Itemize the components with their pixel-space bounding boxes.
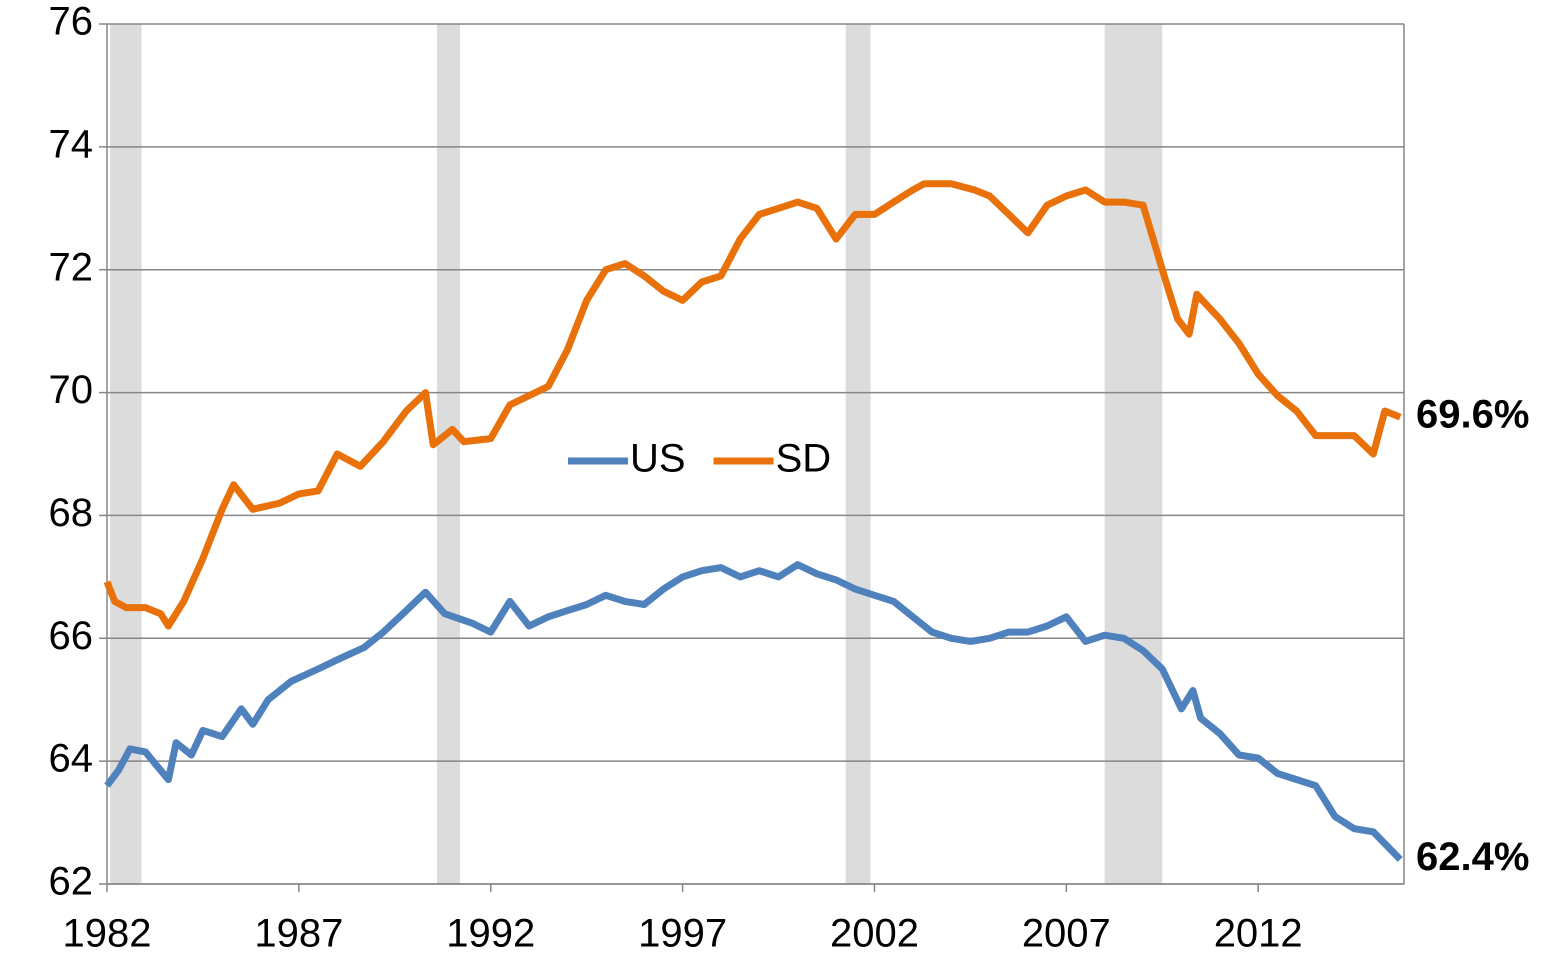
- y-tick-label: 64: [49, 737, 94, 781]
- y-tick-label: 66: [49, 614, 94, 658]
- y-tick-label: 74: [49, 122, 94, 166]
- x-tick-label: 2007: [1022, 912, 1111, 956]
- y-tick-label: 62: [49, 860, 94, 904]
- legend-label: US: [630, 437, 686, 481]
- y-tick-label: 68: [49, 491, 94, 535]
- x-tick-label: 1992: [446, 912, 535, 956]
- series-line: [104, 561, 1403, 862]
- series-line: [103, 180, 1402, 630]
- x-tick-label: 2012: [1214, 912, 1303, 956]
- end-label: 69.6%: [1416, 393, 1529, 437]
- y-tick-label: 72: [49, 245, 94, 289]
- end-label: 62.4%: [1416, 835, 1529, 879]
- x-tick-label: 1987: [254, 912, 343, 956]
- recession-band: [437, 24, 461, 884]
- x-tick-label: 1997: [638, 912, 727, 956]
- y-tick-label: 76: [49, 0, 94, 44]
- recession-band: [845, 24, 871, 884]
- y-tick-label: 70: [49, 368, 94, 412]
- recession-band: [1104, 24, 1163, 884]
- x-tick-label: 1982: [63, 912, 152, 956]
- legend-label: SD: [776, 437, 832, 481]
- recession-band: [110, 24, 142, 884]
- x-tick-label: 2002: [830, 912, 919, 956]
